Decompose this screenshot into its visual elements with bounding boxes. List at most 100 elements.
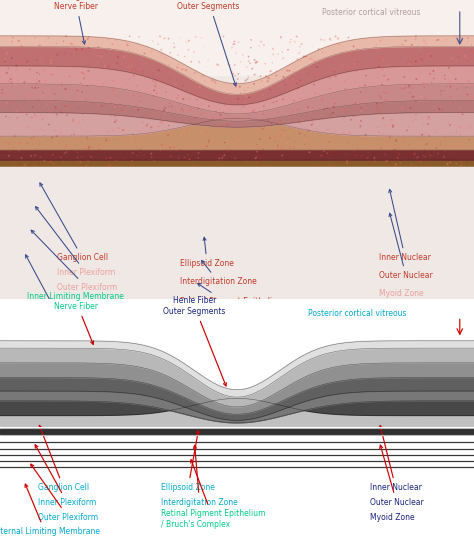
Point (82, 54, 90, 63)
Point (442, 133, 449, 141)
Point (280, 120, 288, 128)
Point (285, 116, 293, 125)
Point (244, 75, 251, 83)
Point (174, 154, 182, 163)
Point (12, 147, 20, 156)
Point (259, 109, 266, 118)
Point (240, 126, 247, 135)
Point (361, 81, 369, 90)
Point (52, 132, 60, 140)
Point (196, 58, 203, 67)
Point (39, 66, 46, 75)
Point (165, 102, 173, 111)
Point (346, 128, 354, 137)
Point (423, 140, 430, 149)
Point (96, 140, 103, 149)
Point (173, 145, 180, 154)
Point (352, 78, 359, 86)
Point (244, 71, 252, 80)
Point (354, 147, 362, 156)
Point (410, 107, 418, 115)
Point (162, 54, 169, 63)
Point (329, 109, 337, 118)
Point (284, 135, 292, 144)
Point (372, 101, 379, 110)
Point (236, 132, 243, 141)
Point (153, 89, 161, 97)
Point (23, 110, 30, 119)
Point (67, 39, 75, 48)
Point (195, 149, 202, 157)
Point (309, 103, 316, 112)
Point (306, 148, 313, 157)
Text: Henle Fiber
Outer Segments: Henle Fiber Outer Segments (177, 0, 240, 86)
Point (442, 52, 449, 61)
Point (437, 141, 444, 150)
Point (383, 61, 391, 70)
Point (291, 143, 298, 152)
Point (228, 43, 236, 52)
Point (158, 140, 165, 149)
Point (277, 107, 284, 116)
Point (313, 63, 321, 71)
Point (201, 42, 209, 51)
Point (421, 156, 429, 165)
Point (129, 149, 137, 157)
Point (327, 154, 334, 163)
Point (456, 58, 464, 67)
Point (436, 105, 443, 114)
Point (454, 84, 461, 93)
Point (172, 81, 180, 89)
Point (175, 152, 182, 160)
Point (271, 145, 279, 153)
Point (36, 91, 44, 100)
Point (214, 157, 221, 165)
Point (419, 57, 426, 65)
Point (149, 106, 156, 114)
Point (44, 85, 52, 94)
Point (430, 74, 438, 83)
Point (97, 58, 104, 67)
Point (440, 153, 448, 162)
Point (464, 123, 472, 132)
Point (31, 151, 39, 160)
Point (73, 49, 80, 58)
Point (178, 104, 186, 113)
Point (357, 103, 365, 112)
Point (273, 97, 280, 106)
Point (375, 128, 383, 137)
Point (469, 93, 474, 102)
Point (105, 61, 112, 70)
Point (199, 118, 206, 127)
Point (251, 55, 258, 64)
Point (338, 61, 346, 70)
Point (167, 152, 174, 161)
Point (407, 88, 414, 97)
Point (39, 91, 47, 100)
Point (50, 159, 58, 168)
Point (405, 59, 412, 68)
Point (5, 77, 12, 85)
Point (292, 70, 299, 79)
Point (346, 79, 354, 88)
Point (56, 83, 64, 92)
Point (332, 72, 339, 81)
Point (217, 110, 225, 119)
Point (28, 102, 36, 111)
Point (161, 110, 169, 119)
Point (227, 96, 235, 104)
Point (435, 60, 443, 69)
Point (47, 157, 55, 166)
Point (63, 101, 71, 110)
Point (452, 128, 460, 137)
Point (282, 81, 290, 90)
Point (27, 134, 35, 143)
Point (146, 88, 154, 96)
Point (313, 125, 320, 133)
Point (321, 104, 328, 113)
Point (149, 77, 157, 86)
Point (106, 136, 114, 145)
Point (78, 45, 86, 53)
Point (447, 90, 454, 99)
Point (158, 118, 166, 127)
